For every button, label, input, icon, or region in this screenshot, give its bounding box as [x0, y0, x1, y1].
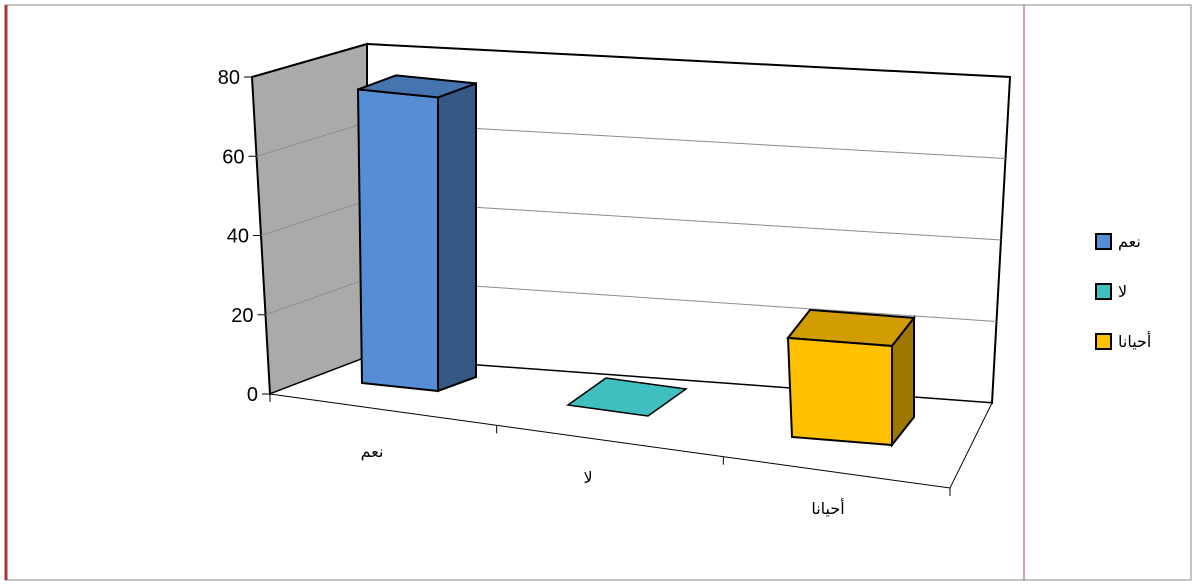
bar-side [438, 83, 476, 391]
legend-label: أحيانا [1118, 331, 1151, 351]
legend-swatch [1096, 234, 1111, 249]
legend-label: لا [1118, 284, 1127, 301]
legend-swatch [1096, 334, 1111, 349]
y-tick-label: 20 [231, 305, 253, 327]
x-category-label: نعم [361, 444, 384, 461]
x-category-label: أحيانا [811, 498, 844, 518]
y-tick-label: 60 [222, 146, 244, 168]
bar-front [788, 338, 892, 445]
y-tick-label: 40 [227, 226, 249, 248]
x-category-label: لا [583, 470, 592, 487]
y-tick-label: 80 [218, 67, 240, 89]
y-tick-label: 0 [247, 384, 258, 406]
legend: نعم لا أحيانا [1096, 234, 1151, 351]
legend-label: نعم [1118, 234, 1141, 251]
bar-front [358, 89, 438, 391]
legend-swatch [1096, 284, 1111, 299]
